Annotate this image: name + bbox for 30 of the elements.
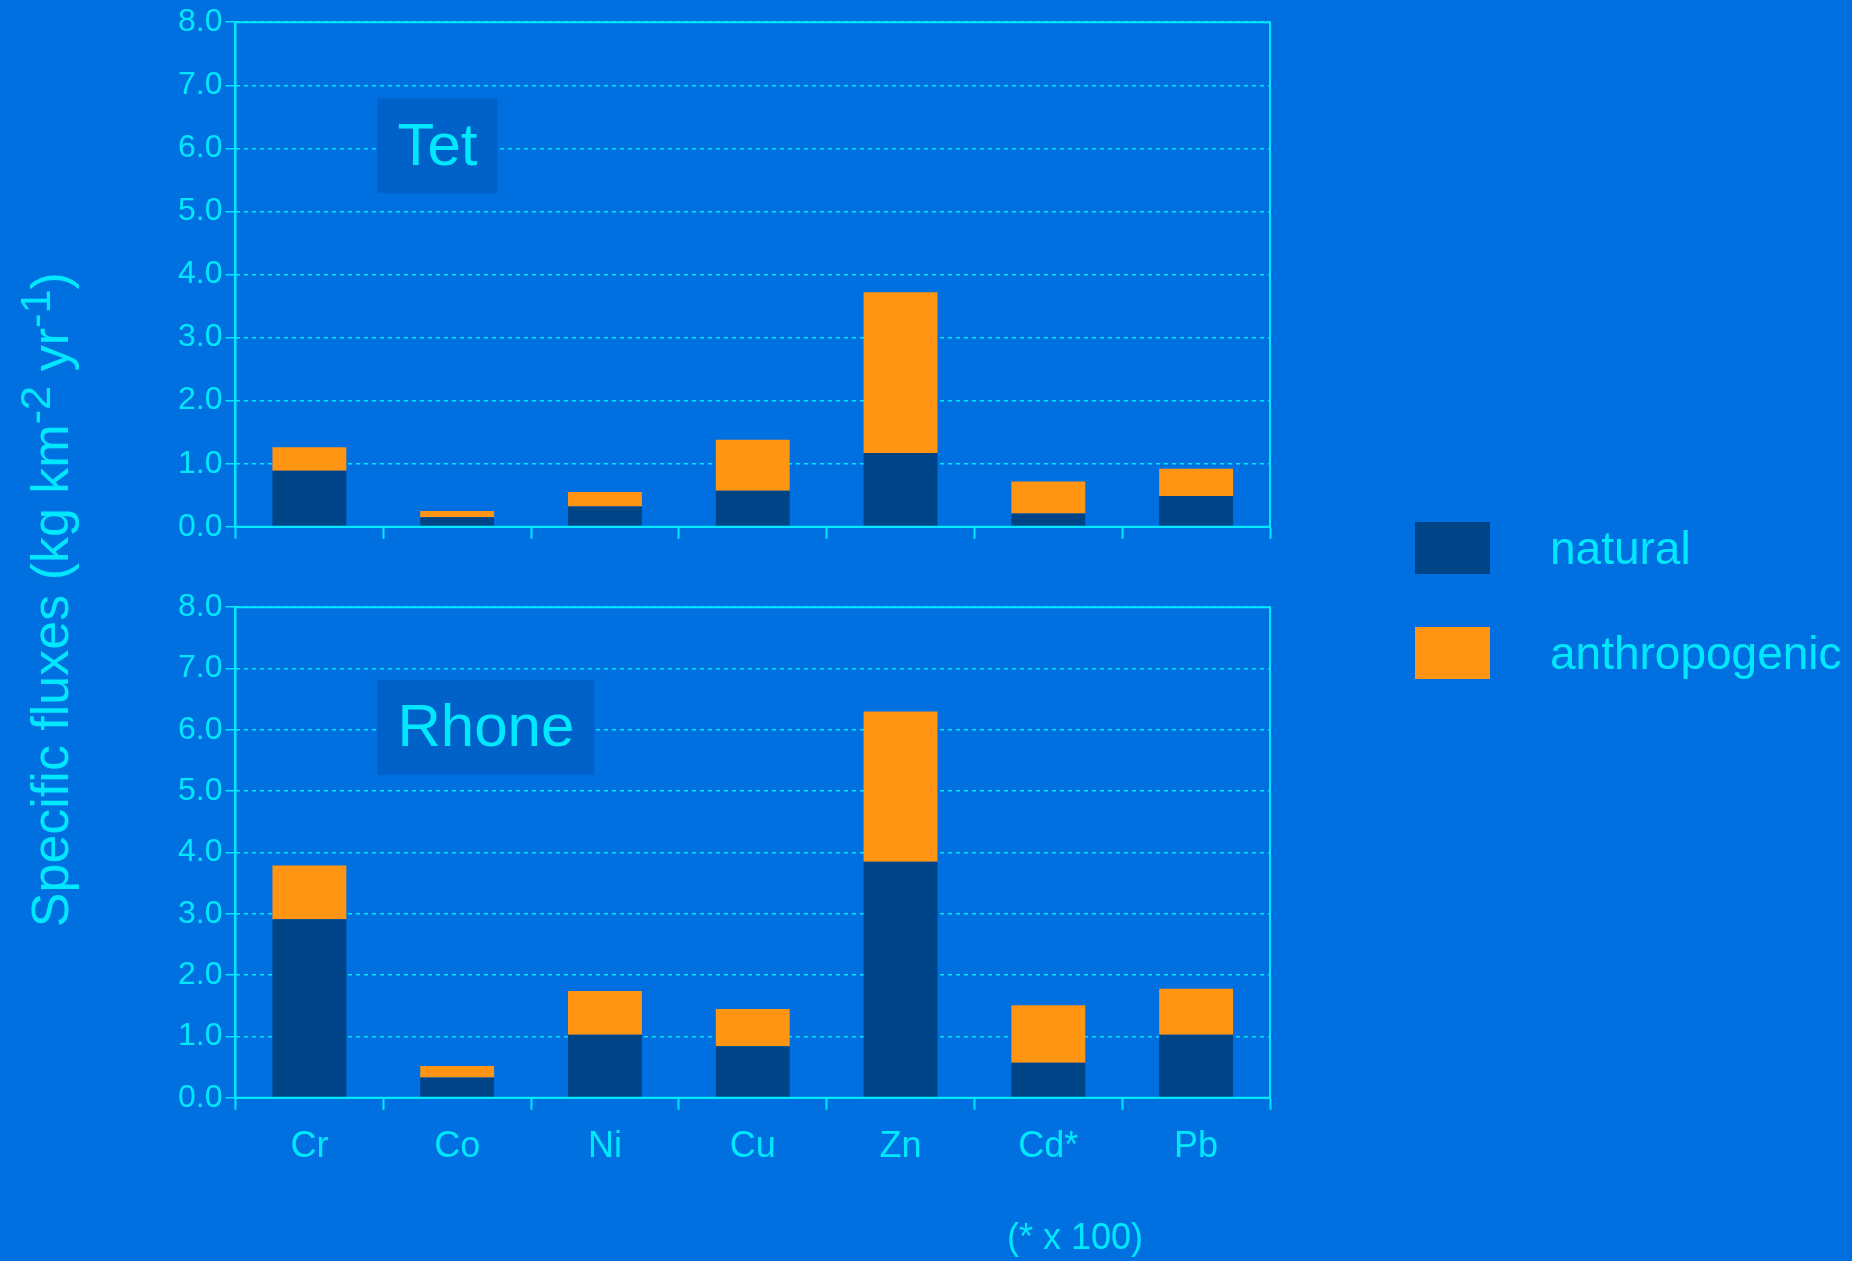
x-tick-label: Ni (587, 1124, 622, 1166)
y-tick-label: 1.0 (178, 443, 223, 480)
legend-label: natural (1550, 520, 1691, 575)
y-tick-label: 2.0 (178, 380, 223, 417)
y-tick-label: 1.0 (178, 1016, 223, 1053)
y-tick-label: 6.0 (178, 128, 223, 165)
y-tick-label: 4.0 (178, 254, 223, 291)
y-tick-label: 3.0 (178, 893, 223, 930)
y-tick-label: 0.0 (178, 506, 223, 543)
y-tick-label: 6.0 (178, 709, 223, 746)
y-tick-label: 2.0 (178, 954, 223, 991)
legend-label: anthropogenic (1550, 625, 1842, 680)
x-tick-label: Cr (290, 1124, 329, 1166)
x-tick-label: Zn (879, 1124, 922, 1166)
y-tick-label: 8.0 (178, 2, 223, 39)
x-tick-label: Cd* (1018, 1124, 1079, 1166)
y-tick-label: 0.0 (178, 1077, 223, 1114)
text: Tet (397, 110, 478, 178)
y-tick-label: 5.0 (178, 771, 223, 807)
y-tick-label: 7.0 (178, 648, 223, 685)
x-tick-label: Pb (1174, 1124, 1219, 1166)
y-tick-label: 8.0 (178, 587, 223, 624)
y-tick-label: 5.0 (178, 191, 223, 228)
y-tick-label: 7.0 (178, 65, 223, 102)
x-tick-label: Co (434, 1124, 481, 1166)
text: Rhone (397, 692, 575, 760)
y-tick-label: 3.0 (178, 317, 223, 354)
x-tick-label: Cu (729, 1124, 776, 1166)
y-tick-label: 4.0 (178, 832, 223, 869)
text: (* x 100) (1006, 1215, 1144, 1257)
